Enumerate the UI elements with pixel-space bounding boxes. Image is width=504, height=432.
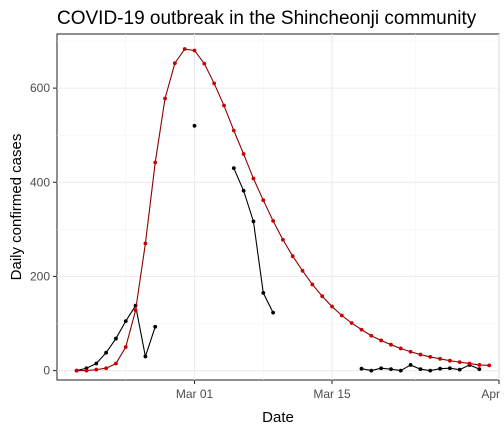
data-point — [94, 367, 99, 372]
x-axis-title: Date — [262, 409, 294, 426]
data-point — [438, 356, 442, 361]
data-point — [398, 368, 403, 373]
data-point — [114, 336, 118, 341]
data-point — [359, 366, 364, 371]
data-point — [153, 324, 158, 329]
data-point — [408, 363, 413, 367]
data-point — [114, 361, 118, 366]
data-point — [104, 350, 109, 355]
data-point — [231, 128, 236, 133]
data-point — [202, 61, 207, 66]
plot-panel — [56, 33, 500, 381]
x-tick-label: Mar 01 — [176, 387, 214, 401]
data-point — [379, 338, 384, 343]
data-series — [74, 47, 492, 373]
series-1 — [74, 47, 492, 373]
data-point — [261, 291, 266, 295]
y-tick-label: 400 — [30, 175, 50, 189]
data-point — [408, 349, 413, 354]
chart-title: COVID-19 outbreak in the Shincheonji com… — [57, 8, 477, 29]
data-point — [153, 160, 158, 165]
data-point — [447, 366, 452, 371]
data-point — [369, 333, 374, 338]
data-point — [271, 218, 275, 223]
data-point — [84, 368, 89, 373]
y-tick-label: 0 — [43, 364, 50, 378]
data-point — [241, 152, 246, 156]
data-point — [320, 294, 325, 299]
data-point — [310, 282, 315, 287]
y-tick-label: 600 — [30, 81, 50, 95]
data-point — [251, 219, 256, 224]
data-point — [418, 367, 423, 372]
x-tick-label: Apr 01 — [481, 387, 504, 401]
data-point — [379, 366, 384, 371]
data-point — [457, 360, 462, 365]
data-point — [143, 241, 148, 246]
data-point — [74, 368, 79, 373]
data-point — [447, 358, 452, 363]
data-point — [290, 254, 295, 259]
data-point — [300, 268, 305, 273]
data-point — [389, 367, 393, 372]
axis-ticks: 0 200 400 600 Mar 01 Mar 15 Apr 01 — [30, 81, 504, 401]
y-axis-title: Daily confirmed cases — [8, 134, 25, 281]
data-point — [477, 367, 482, 372]
data-point — [261, 198, 266, 203]
data-point — [123, 319, 128, 324]
data-point — [428, 355, 433, 359]
data-point — [281, 237, 285, 242]
data-point — [192, 48, 197, 53]
data-point — [133, 308, 138, 313]
data-point — [359, 327, 364, 332]
data-point — [339, 313, 344, 318]
data-point — [487, 363, 492, 368]
data-point — [398, 346, 403, 351]
data-point — [251, 176, 256, 181]
data-point — [163, 96, 167, 101]
data-point — [192, 123, 197, 128]
data-point — [212, 81, 217, 86]
data-point — [172, 61, 177, 66]
data-point — [477, 363, 482, 367]
data-point — [104, 366, 109, 371]
data-point — [330, 304, 334, 309]
data-point — [389, 342, 393, 347]
data-point — [123, 345, 128, 349]
data-point — [222, 103, 226, 108]
y-tick-label: 200 — [30, 269, 50, 283]
x-tick-label: Mar 15 — [313, 387, 351, 401]
data-point — [467, 361, 472, 366]
data-point — [438, 366, 442, 371]
data-point — [428, 368, 433, 373]
data-point — [457, 367, 462, 372]
data-point — [241, 188, 246, 193]
data-point — [271, 310, 275, 315]
data-point — [349, 321, 354, 325]
data-point — [143, 354, 148, 359]
data-point — [418, 352, 423, 357]
data-point — [231, 166, 236, 171]
data-point — [182, 47, 187, 51]
data-point — [369, 368, 374, 373]
data-point — [94, 361, 99, 366]
